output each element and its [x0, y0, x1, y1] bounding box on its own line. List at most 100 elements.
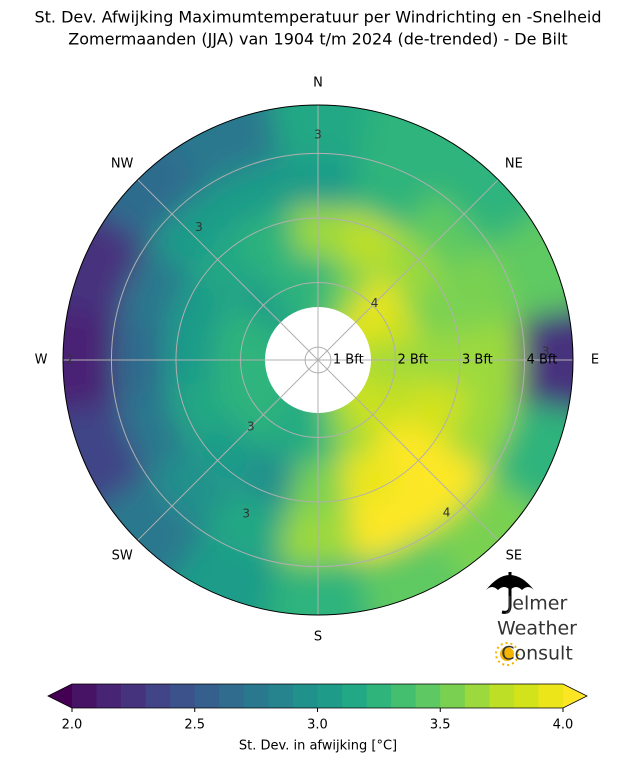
colorbar-tick-label: 3.5	[430, 718, 451, 733]
field-cell	[147, 188, 234, 275]
colorbar-segment	[96, 684, 122, 708]
contour-label: 2	[66, 353, 74, 367]
field-cell	[146, 444, 233, 531]
chart-subtitle: Zomermaanden (JJA) van 1904 t/m 2024 (de…	[68, 30, 567, 49]
field-cell	[445, 390, 519, 476]
colorbar-over	[563, 684, 587, 708]
theta-label: NE	[505, 157, 523, 172]
overlay: 1 Bft 2 Bft 3 Bft 4 Bft N NE E SE S SW W NW 3 3 3 3 4 4 2 3	[35, 76, 600, 645]
field-cell	[166, 273, 233, 340]
colorbar-segment	[72, 684, 98, 708]
theta-label: N	[313, 76, 323, 91]
colorbar-tick-label: 2.5	[184, 718, 205, 733]
colorbar-segment	[342, 684, 368, 708]
radial-grid-line	[317, 179, 499, 361]
r-tick-label: 4 Bft	[527, 353, 558, 368]
field-cell	[189, 231, 262, 303]
radial-grid-line	[137, 179, 319, 361]
field-cell	[117, 388, 190, 474]
field-cell	[113, 318, 168, 400]
colorbar-segment	[317, 684, 343, 708]
field-cell	[258, 105, 381, 160]
colorbar-segment	[194, 684, 220, 708]
colorbar-segment	[366, 684, 392, 708]
field-cell	[278, 155, 360, 210]
contour-label: 3	[195, 220, 203, 234]
r-tick-label: 2 Bft	[397, 353, 428, 368]
chart-title: St. Dev. Afwijking Maximumtemperatuur pe…	[34, 8, 601, 27]
theta-label: E	[591, 353, 599, 368]
colorbar-segment	[121, 684, 147, 708]
colorbar-label: St. Dev. in afwijking [°C]	[239, 739, 397, 754]
field-cell	[338, 208, 405, 275]
radial-grid-line	[137, 359, 319, 541]
logo-text: Consult	[501, 643, 573, 665]
logo-text: Jelmer	[506, 593, 568, 615]
ring-grid-line	[304, 346, 332, 374]
ring-grid-line	[175, 217, 461, 503]
r-tick-label: 3 Bft	[462, 353, 493, 368]
field-cell	[166, 379, 232, 446]
colorbar-segment	[489, 684, 515, 708]
field-cell	[404, 274, 470, 341]
field-cell	[403, 189, 490, 276]
theta-label: S	[314, 630, 322, 645]
colorbar-segment	[243, 684, 269, 708]
field-cell	[348, 159, 434, 233]
r-tick-label: 1 Bft	[333, 353, 364, 368]
contour-label: 3	[247, 420, 255, 434]
colorbar-tick-label: 2.0	[62, 718, 83, 733]
colorbar-segment	[145, 684, 171, 708]
contour-label: 3	[242, 507, 250, 521]
field-cell	[337, 446, 404, 512]
colorbar-tick-label: 4.0	[553, 718, 574, 733]
colorbar-tick-label: 3.0	[307, 718, 328, 733]
field-cell	[63, 297, 118, 420]
colorbar-under	[48, 684, 72, 708]
field-cell	[276, 510, 358, 565]
field-cell	[468, 320, 523, 402]
colorbar-segment	[268, 684, 294, 708]
field-cell	[232, 208, 299, 274]
ring-grid-line	[240, 282, 396, 438]
field-cell	[231, 445, 298, 512]
colorbar-segment	[170, 684, 196, 708]
field-cell	[403, 380, 470, 447]
field-cell	[346, 488, 432, 561]
colorbar-segment	[440, 684, 466, 708]
logo-text: Weather	[497, 618, 577, 640]
field-cell	[117, 244, 191, 330]
polar-frame	[62, 104, 574, 616]
colorbar-segment	[292, 684, 318, 708]
colorbar-segment	[464, 684, 490, 708]
sun-rays	[495, 642, 519, 666]
colorbar-segment	[415, 684, 441, 708]
field-cell	[402, 445, 489, 532]
field-cell	[202, 487, 288, 561]
umbrella-handle	[501, 572, 512, 614]
field-cell	[255, 560, 378, 615]
field-cell	[375, 231, 447, 304]
field-cell	[446, 246, 519, 332]
ring-grid-line	[110, 152, 526, 568]
colorbar-segment	[219, 684, 245, 708]
field-cell	[374, 417, 447, 489]
theta-label: SE	[506, 548, 522, 563]
contour-label: 4	[371, 296, 379, 310]
theta-label: SW	[112, 548, 133, 563]
theta-label: NW	[111, 157, 134, 172]
colorbar-segment	[391, 684, 417, 708]
contour-label: 3	[542, 345, 550, 359]
field-cell	[518, 300, 573, 423]
contour-label: 3	[314, 128, 322, 142]
colorbar-segment	[513, 684, 539, 708]
logo	[486, 572, 534, 666]
sun	[500, 647, 514, 661]
contour-label: 4	[443, 506, 451, 520]
field-cell	[189, 416, 261, 489]
theta-label: W	[35, 353, 48, 368]
field-cell	[204, 159, 290, 232]
radial-grid-line	[317, 359, 499, 541]
colorbar-segment	[538, 684, 564, 708]
